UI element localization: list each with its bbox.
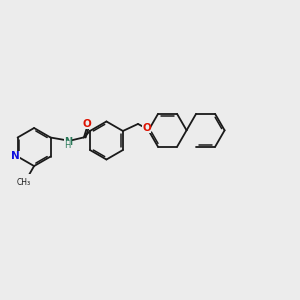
Text: N: N [11,151,20,161]
Text: CH₃: CH₃ [17,178,31,187]
Text: H: H [64,141,71,150]
Text: O: O [82,119,91,129]
Text: N: N [64,137,72,147]
Text: O: O [142,123,151,133]
